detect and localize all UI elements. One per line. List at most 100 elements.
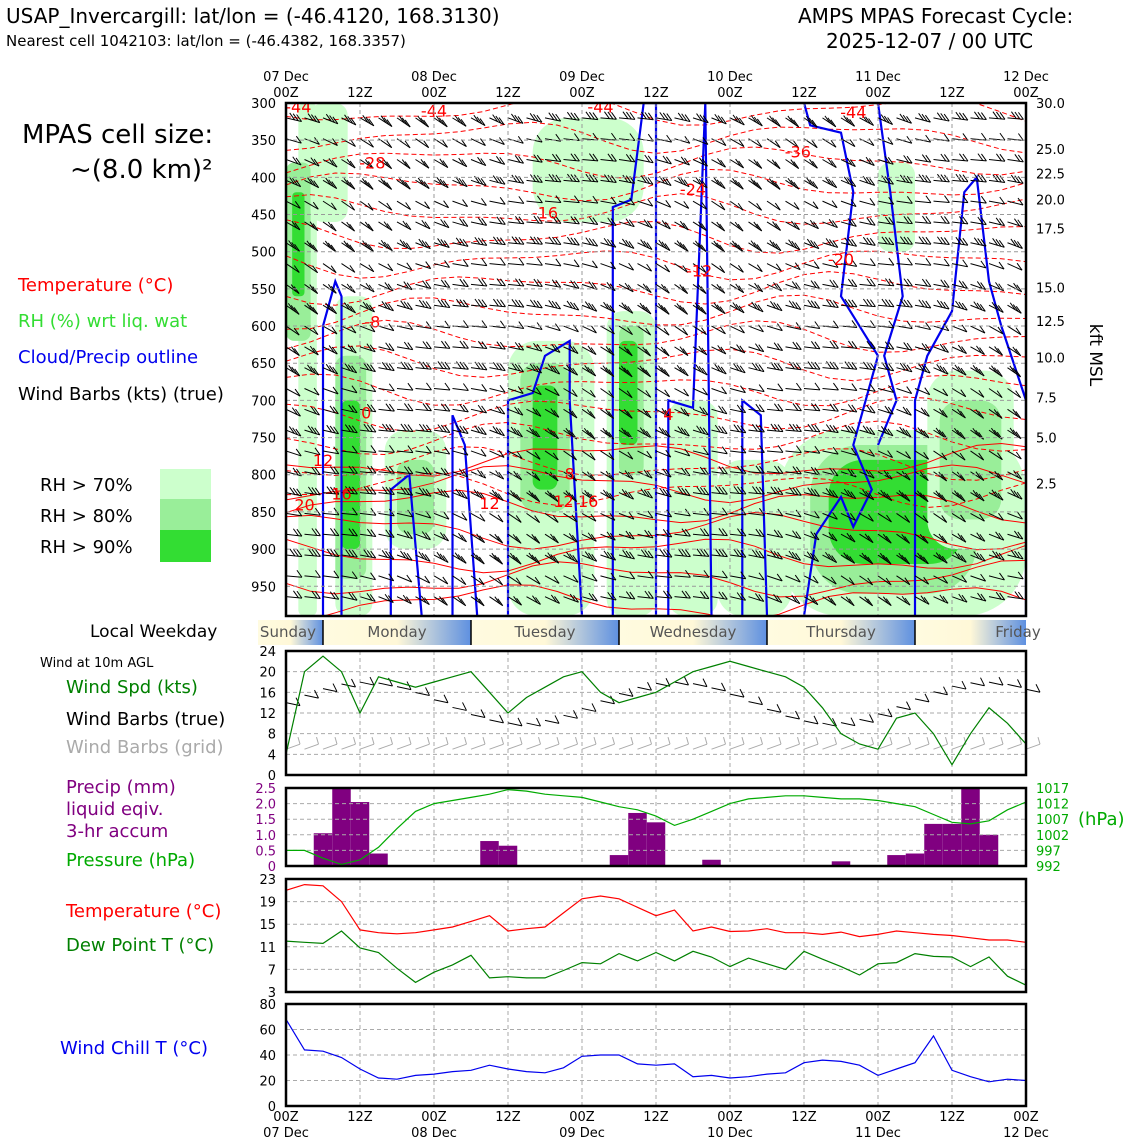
wind-barb-feather — [400, 486, 407, 495]
bottom-date-label: 07 Dec — [263, 1126, 309, 1140]
wind-barb-feather — [679, 346, 686, 354]
wind-barb — [970, 450, 984, 461]
wind-barb-feather — [738, 160, 745, 169]
wind-barb-feather — [621, 427, 627, 436]
wind-barb-feather — [329, 466, 336, 474]
wind-barb-feather — [732, 114, 739, 123]
wind-barb-feather — [606, 491, 612, 499]
wind-barb-feather — [388, 383, 395, 392]
wind-barb-feather — [702, 407, 709, 416]
wind-barb-feather — [869, 405, 876, 414]
wind-barb-feather — [863, 298, 869, 307]
wind-barb — [711, 221, 725, 232]
wind-barb-feather — [307, 486, 314, 495]
wind-barb — [378, 159, 392, 170]
wind-barb-feather — [850, 491, 857, 499]
wind-barb-feather — [475, 596, 482, 605]
wind-barb-feather — [886, 471, 893, 480]
wind-barb — [563, 388, 578, 398]
wind-barb — [988, 471, 1003, 481]
wind-barb-feather — [851, 340, 858, 349]
wind-barb-feather — [292, 156, 299, 165]
rh-region — [878, 162, 915, 252]
wind-barb — [286, 325, 300, 336]
wind-barb — [286, 554, 302, 558]
cloud-outline — [451, 414, 479, 616]
wind-barb-feather — [994, 491, 1001, 499]
wind-barb-feather — [851, 383, 858, 391]
wind-barb-feather — [994, 303, 1001, 312]
wind-barb-feather — [718, 425, 725, 434]
wind-barb-feather — [499, 157, 506, 165]
wind-barb-feather — [367, 182, 374, 190]
wind-barb — [840, 221, 857, 227]
wind-barb-feather — [787, 115, 794, 124]
wind-barb — [914, 242, 931, 245]
wind-barb-feather — [311, 548, 318, 557]
wind-panel-tick-label: 12 — [259, 707, 276, 722]
wind-barb-feather — [346, 158, 353, 167]
wind-barb-feather — [420, 117, 427, 126]
wind-barb-feather — [350, 305, 356, 314]
wind-barb-feather — [696, 486, 703, 495]
wind-barb-feather — [585, 237, 592, 245]
precip-bar — [905, 853, 925, 866]
wind-barb — [988, 200, 1005, 205]
wind-barb-feather — [1012, 346, 1019, 355]
wind-barb-feather — [351, 365, 358, 374]
kft-tick-label: 7.5 — [1036, 391, 1057, 406]
wind-barb-feather — [584, 490, 591, 498]
dewpoint-label: Dew Point T (°C) — [66, 935, 215, 956]
wind-barb-feather — [388, 323, 395, 331]
wind-barb — [988, 159, 1005, 162]
wind-barb — [711, 325, 726, 335]
precip-panel-tick-label: 1.5 — [255, 813, 276, 828]
wind-barb-feather — [645, 430, 652, 439]
wind-barb — [322, 138, 338, 146]
wind-barb — [951, 512, 966, 523]
wind-barb-feather — [773, 403, 780, 411]
wind-barb-feather — [702, 427, 709, 436]
wind-barb-grid-feather — [297, 737, 301, 745]
wind-barb — [674, 117, 691, 123]
wind-barb-feather — [1009, 365, 1016, 374]
wind-barb-feather — [977, 216, 984, 225]
wind-barb — [674, 138, 690, 144]
wind-barb-feather — [795, 362, 802, 371]
wind-barb-feather — [869, 238, 876, 246]
wind-barb-feather — [700, 548, 706, 557]
weekday-band — [323, 620, 471, 645]
wind-barb-true-feather — [332, 683, 338, 692]
wind-barb-feather — [740, 425, 747, 433]
wind-barb-feather — [685, 590, 691, 599]
wind-barb-feather — [666, 509, 673, 518]
wind-barb-feather — [998, 552, 1005, 561]
wind-barb-feather — [756, 203, 763, 211]
temperature-contour-label: -44 — [285, 98, 311, 117]
wind-barb-feather — [720, 116, 727, 125]
wind-barb — [896, 242, 913, 245]
wind-barb — [655, 408, 671, 418]
wind-barb — [322, 408, 339, 415]
wind-barb — [637, 117, 654, 121]
wind-barb-grid — [581, 743, 597, 750]
wind-barb-feather — [477, 156, 483, 165]
wind-barb — [692, 596, 709, 600]
wind-barb-feather — [407, 445, 414, 453]
wind-barb — [988, 325, 1004, 335]
wind-barb-feather — [591, 303, 598, 312]
wind-barb-feather — [603, 301, 609, 310]
wind-barb-feather — [406, 302, 413, 310]
wind-barb-feather — [366, 593, 373, 601]
precip-bar — [350, 802, 370, 866]
wind-barb-feather — [534, 515, 541, 523]
wind-barb — [341, 200, 355, 211]
wind-barb-feather — [463, 320, 469, 328]
wind-barb-feather — [830, 598, 837, 606]
precip-bar — [313, 833, 333, 866]
wind-barb-true-feather — [721, 682, 726, 692]
wind-barb-feather — [512, 534, 519, 542]
wind-barb-true — [914, 698, 930, 703]
cloud-outline — [913, 174, 1026, 616]
wind-barb — [914, 283, 931, 288]
